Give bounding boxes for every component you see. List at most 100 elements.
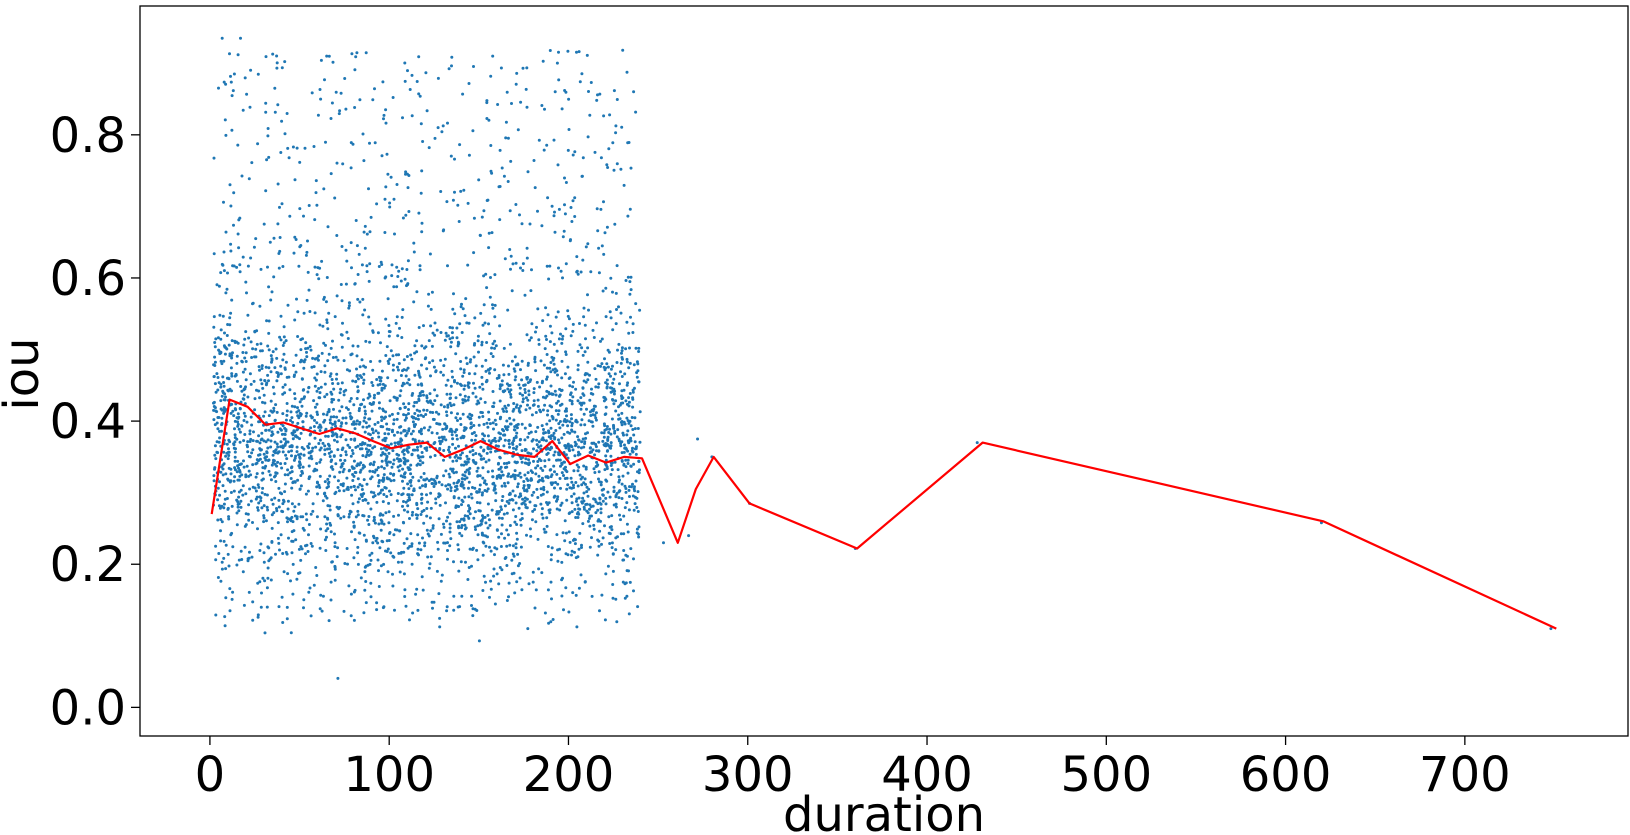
scatter-point [290,404,294,408]
scatter-point [510,558,514,562]
scatter-point [558,426,562,430]
scatter-point [325,276,329,279]
scatter-point [554,481,557,484]
scatter-point [280,509,284,513]
scatter-point [375,202,379,206]
scatter-point [293,456,297,460]
scatter-point [302,598,306,602]
scatter-point [507,581,511,585]
scatter-point [238,440,242,444]
scatter-point [636,427,640,430]
scatter-point [305,411,309,415]
scatter-point [458,531,462,535]
scatter-point [238,270,242,274]
scatter-point [557,409,561,413]
scatter-point [552,495,556,499]
scatter-point [356,389,360,393]
scatter-point [353,106,357,109]
scatter-point [617,490,621,494]
scatter-point [536,404,540,408]
scatter-point [237,466,240,470]
scatter-point [625,522,629,526]
scatter-point [461,92,465,96]
scatter-point [233,468,237,472]
scatter-point [400,560,404,564]
scatter-point [364,51,368,55]
scatter-point [613,222,617,226]
scatter-point [279,338,283,342]
scatter-point [360,263,364,267]
scatter-point [301,515,305,519]
scatter-point [305,250,309,254]
scatter-point [537,445,541,449]
scatter-point [279,151,283,154]
scatter-point [315,421,319,425]
scatter-point [604,286,608,290]
scatter-point [222,556,226,560]
scatter-point [486,425,490,429]
scatter-point [515,445,519,449]
scatter-point [212,375,216,378]
scatter-point [505,544,509,548]
scatter-point [588,545,592,549]
scatter-point [396,365,399,369]
scatter-point [317,354,321,358]
scatter-point [428,361,431,365]
scatter-point [550,355,554,359]
scatter-point [472,424,476,427]
scatter-point [213,355,217,359]
scatter-point [223,624,227,628]
scatter-point [492,574,496,578]
scatter-point [556,310,560,314]
scatter-point [481,466,485,470]
scatter-point [598,529,602,533]
scatter-point [446,487,450,491]
scatter-point [518,562,522,565]
scatter-point [506,425,510,429]
scatter-point [290,466,293,470]
scatter-point [295,297,298,301]
scatter-point [593,404,597,408]
scatter-point [243,402,247,406]
scatter-point [622,532,626,536]
scatter-point [460,463,464,467]
scatter-point [493,418,497,422]
scatter-point [581,437,585,441]
scatter-point [272,425,276,428]
scatter-point [344,438,348,442]
scatter-point [440,130,444,134]
scatter-point [395,265,399,269]
scatter-point [253,397,257,401]
scatter-point [575,497,579,501]
scatter-point [438,439,442,443]
scatter-point [255,461,259,465]
scatter-point [387,324,391,327]
scatter-point [533,186,537,190]
scatter-point [224,291,228,295]
scatter-point [580,418,584,422]
scatter-point [548,419,552,423]
scatter-point [631,446,634,450]
scatter-point [465,321,469,325]
scatter-point [262,520,266,524]
scatter-point [490,231,494,235]
scatter-point [469,426,473,430]
scatter-point [613,460,617,464]
scatter-point [589,414,593,417]
scatter-point [402,428,406,432]
scatter-point [265,586,269,590]
scatter-point [377,585,381,588]
scatter-point [584,337,587,341]
scatter-point [459,367,463,371]
scatter-point [550,331,554,335]
scatter-point [266,373,270,377]
scatter-point [224,472,228,476]
scatter-point [405,431,409,435]
scatter-point [303,146,307,150]
scatter-point [233,433,237,437]
scatter-point [339,91,343,95]
scatter-point [214,544,218,548]
scatter-point [275,410,279,414]
scatter-point [360,484,364,488]
scatter-point [222,200,225,204]
